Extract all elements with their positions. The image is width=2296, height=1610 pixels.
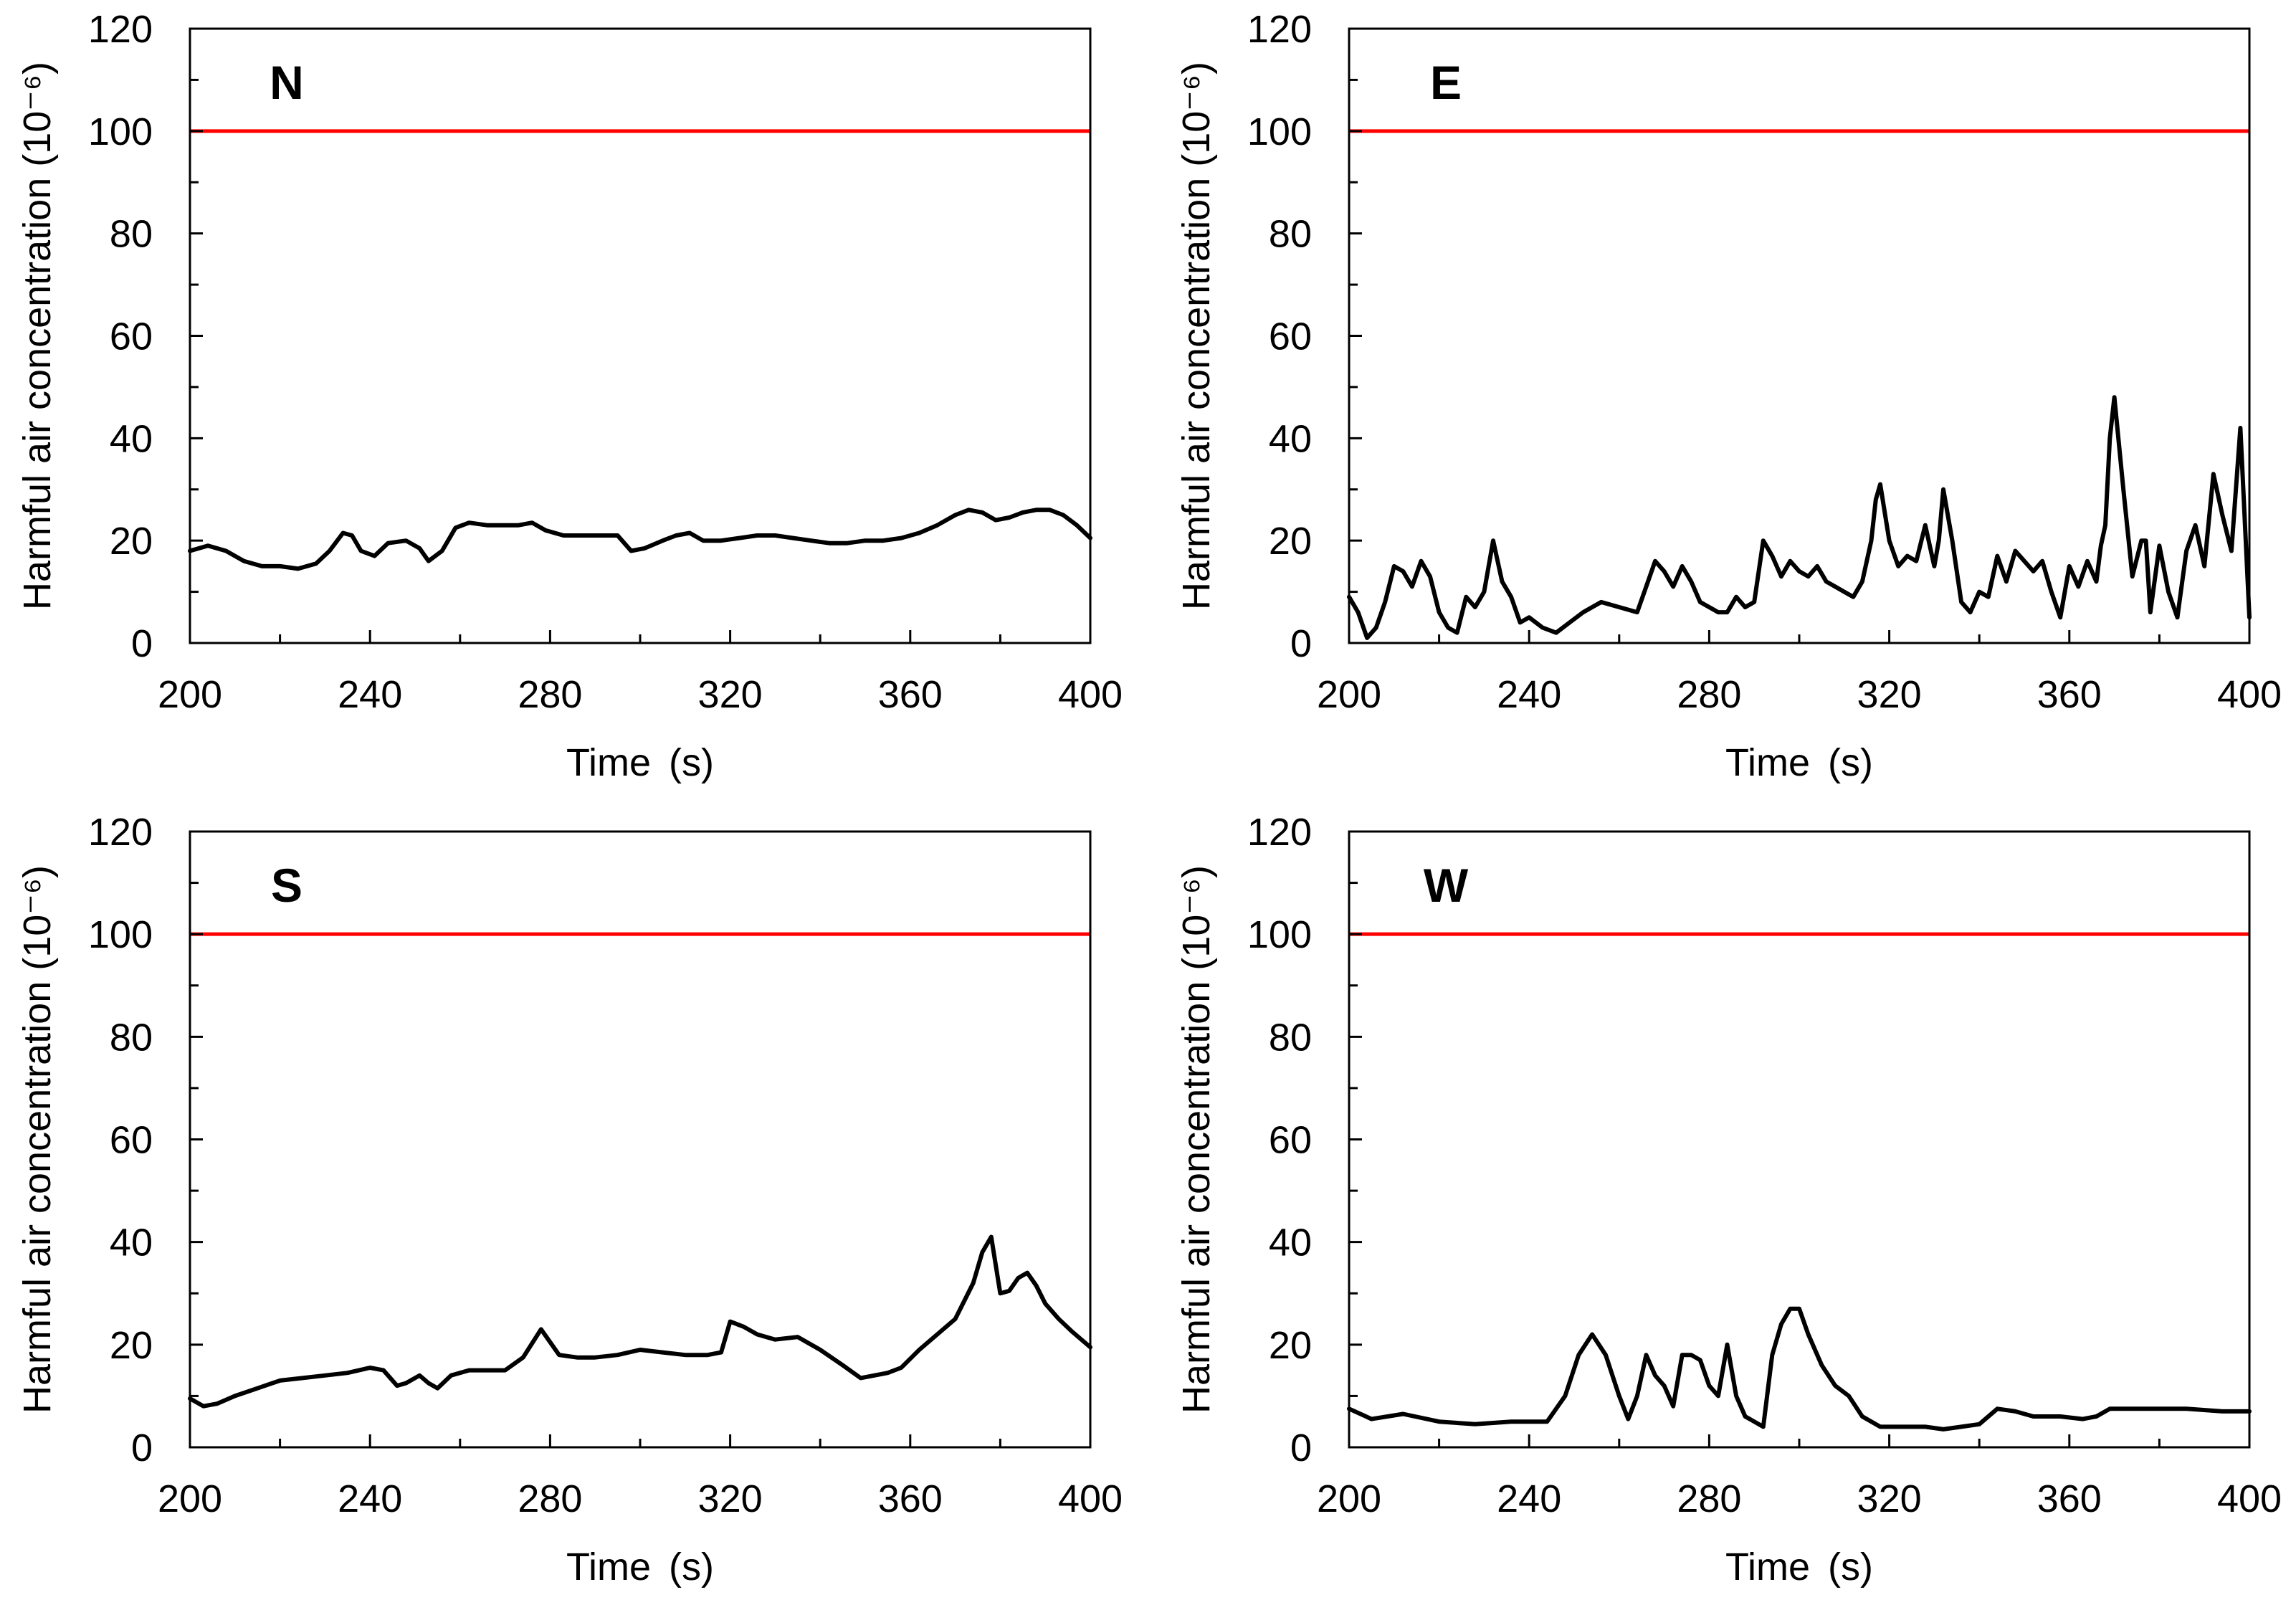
y-tick-label: 120 <box>1247 811 1312 854</box>
series-line-n <box>188 508 1092 571</box>
y-tick-label: 20 <box>110 520 153 563</box>
panel-w: 200 240 280 320 360 400 0 20 40 60 80 100 120 W Tim… <box>1175 811 2282 1588</box>
x-axis-title: Time (s) <box>1725 741 1873 784</box>
x-tick-label: 360 <box>2037 673 2102 716</box>
x-tick-label: 200 <box>158 673 222 716</box>
x-tick-label: 320 <box>698 1477 763 1520</box>
x-tick-label: 240 <box>338 673 402 716</box>
y-tick-label: 80 <box>1269 1016 1312 1059</box>
y-tick-label: 20 <box>1269 520 1312 563</box>
y-tick-label: 120 <box>1247 8 1312 51</box>
panel-label: E <box>1430 56 1462 109</box>
x-axis-title: Time (s) <box>1725 1545 1873 1588</box>
y-tick-labels: 0 20 40 60 80 100 120 <box>88 811 153 1470</box>
panel-label: S <box>271 859 303 912</box>
x-tick-label: 240 <box>338 1477 402 1520</box>
x-tick-label: 320 <box>1857 673 1922 716</box>
y-tick-label: 40 <box>110 1221 153 1264</box>
panel-label: W <box>1424 859 1469 912</box>
y-tick-label: 120 <box>88 811 153 854</box>
y-tick-label: 60 <box>110 1119 153 1162</box>
plot-frame <box>1348 830 2251 1449</box>
y-tick-label: 0 <box>131 622 153 665</box>
x-tick-label: 200 <box>1317 1477 1381 1520</box>
y-axis-title: Harmful air concentration (10⁻⁶) <box>16 865 59 1414</box>
tick-marks <box>1348 27 2251 644</box>
x-axis-title: Time (s) <box>566 1545 714 1588</box>
y-tick-labels: 0 20 40 60 80 100 120 <box>88 8 153 665</box>
x-tick-labels: 200 240 280 320 360 400 <box>158 673 1123 716</box>
series-line-w <box>1347 1306 2252 1432</box>
y-tick-label: 80 <box>110 213 153 256</box>
y-tick-labels: 0 20 40 60 80 100 120 <box>1247 811 1312 1470</box>
x-tick-label: 280 <box>518 673 582 716</box>
tick-marks <box>189 27 1092 644</box>
x-tick-label: 280 <box>1677 1477 1741 1520</box>
y-axis-title: Harmful air concentration (10⁻⁶) <box>1175 62 1218 610</box>
panel-s: 200 240 280 320 360 400 0 20 40 60 80 100 120 S Tim… <box>16 811 1123 1588</box>
x-tick-label: 200 <box>158 1477 222 1520</box>
y-tick-label: 60 <box>1269 315 1312 358</box>
x-tick-label: 360 <box>878 1477 943 1520</box>
tick-marks <box>1348 830 2251 1449</box>
y-tick-label: 100 <box>1247 913 1312 956</box>
y-tick-label: 60 <box>110 315 153 358</box>
y-tick-label: 0 <box>1290 622 1312 665</box>
y-tick-label: 100 <box>88 913 153 956</box>
x-tick-label: 360 <box>878 673 943 716</box>
x-tick-labels: 200 240 280 320 360 400 <box>1317 1477 2282 1520</box>
panel-e: 200 240 280 320 360 400 0 20 40 60 80 100 120 E Tim… <box>1175 8 2282 784</box>
x-tick-label: 240 <box>1497 1477 1561 1520</box>
x-tick-label: 400 <box>2217 1477 2282 1520</box>
x-tick-label: 320 <box>698 673 763 716</box>
x-axis-title: Time (s) <box>566 741 714 784</box>
x-tick-label: 400 <box>2217 673 2282 716</box>
y-tick-label: 120 <box>88 8 153 51</box>
x-tick-label: 360 <box>2037 1477 2102 1520</box>
y-tick-label: 20 <box>110 1324 153 1367</box>
y-axis-title: Harmful air concentration (10⁻⁶) <box>1175 865 1218 1414</box>
plot-frame <box>1348 27 2251 644</box>
y-tick-label: 0 <box>1290 1426 1312 1470</box>
x-tick-label: 400 <box>1058 673 1123 716</box>
x-tick-label: 240 <box>1497 673 1561 716</box>
y-tick-label: 80 <box>1269 213 1312 256</box>
series-line-e <box>1347 395 2252 640</box>
x-tick-label: 280 <box>518 1477 582 1520</box>
y-tick-label: 40 <box>1269 417 1312 460</box>
x-tick-label: 400 <box>1058 1477 1123 1520</box>
x-tick-label: 280 <box>1677 673 1741 716</box>
y-tick-label: 20 <box>1269 1324 1312 1367</box>
y-tick-label: 0 <box>131 1426 153 1470</box>
tick-marks <box>189 830 1092 1449</box>
y-tick-label: 40 <box>110 417 153 460</box>
panel-n: 200 240 280 320 360 400 0 20 40 60 80 100 120 N Tim… <box>16 8 1123 784</box>
x-tick-labels: 200 240 280 320 360 400 <box>1317 673 2282 716</box>
y-axis-title: Harmful air concentration (10⁻⁶) <box>16 62 59 610</box>
y-tick-label: 60 <box>1269 1119 1312 1162</box>
y-tick-label: 100 <box>88 110 153 153</box>
plot-frame <box>189 830 1092 1449</box>
series-line-s <box>188 1234 1092 1409</box>
x-tick-labels: 200 240 280 320 360 400 <box>158 1477 1123 1520</box>
y-tick-label: 40 <box>1269 1221 1312 1264</box>
y-tick-label: 100 <box>1247 110 1312 153</box>
x-tick-label: 320 <box>1857 1477 1922 1520</box>
panel-label: N <box>270 56 304 109</box>
y-tick-label: 80 <box>110 1016 153 1059</box>
y-tick-labels: 0 20 40 60 80 100 120 <box>1247 8 1312 665</box>
x-tick-label: 200 <box>1317 673 1381 716</box>
